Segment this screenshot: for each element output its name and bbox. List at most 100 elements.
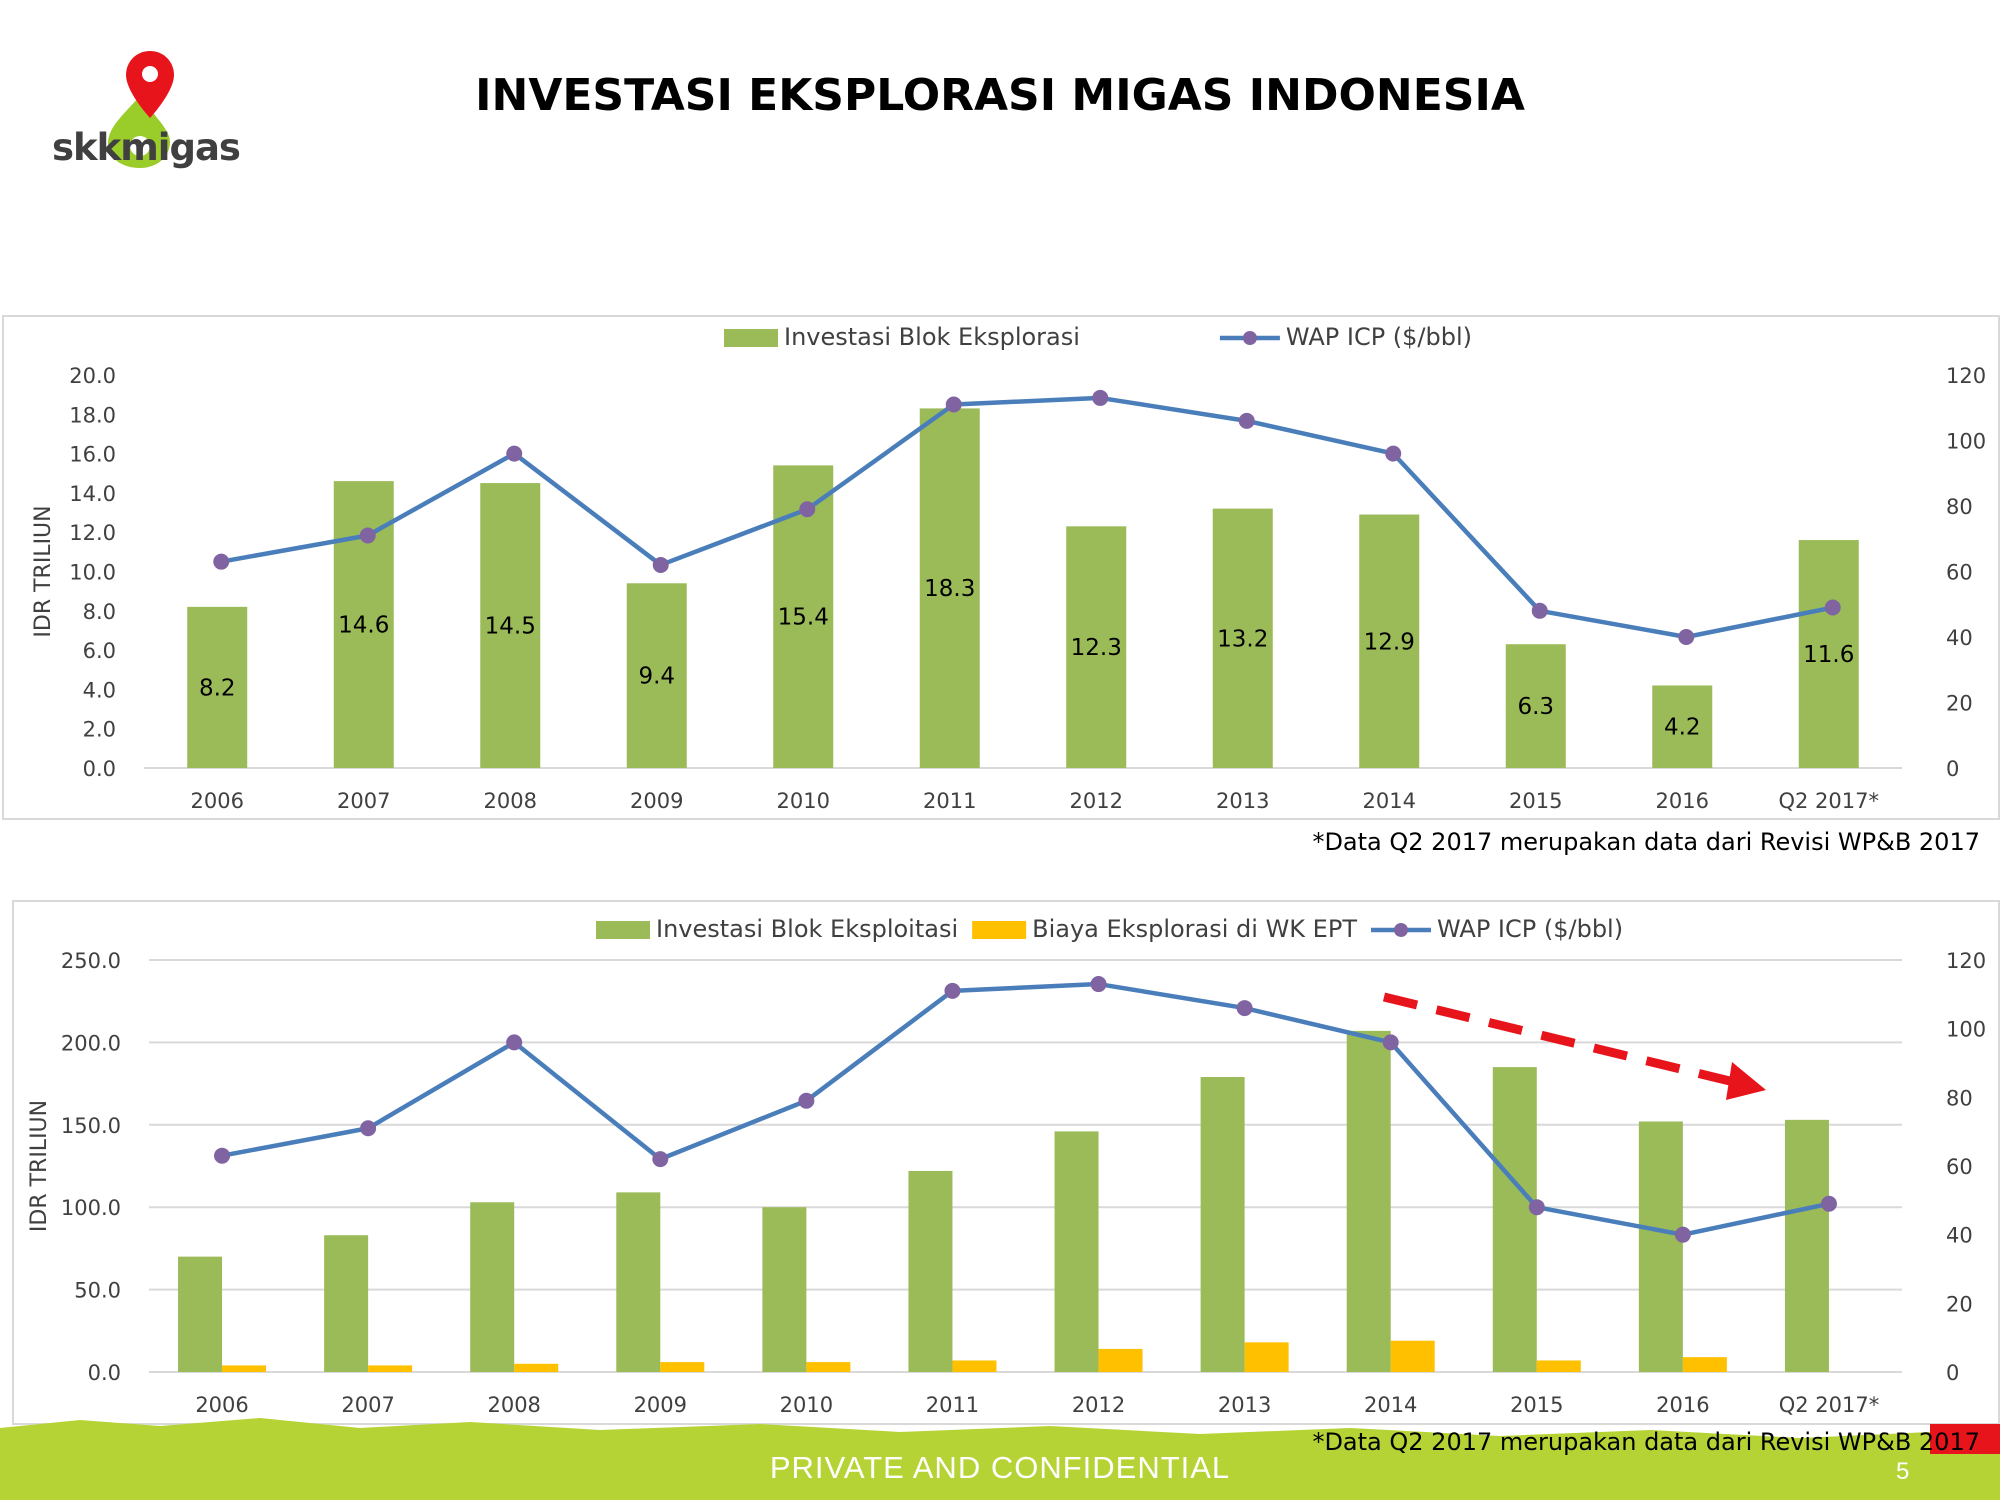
x-tick-label: 2014 [1363,789,1416,813]
line-point [652,556,669,573]
bar [1066,526,1127,768]
data-label: 18.3 [924,576,975,602]
line-point [213,553,230,570]
bar [324,1235,369,1372]
bar [908,1170,953,1372]
bar [187,606,248,768]
data-label: 9.4 [638,664,675,690]
legend-swatch [724,329,778,347]
bar [616,1192,661,1372]
logo-pin-shape [126,51,174,118]
chart1-footnote: *Data Q2 2017 merupakan data dari Revisi… [1312,828,1980,856]
bar [480,483,541,768]
trend-arrow-head [1726,1062,1766,1100]
data-label: 6.3 [1517,694,1554,720]
x-tick-label: Q2 2017* [1778,789,1879,813]
line-point [1531,602,1548,619]
y2-tick-label: 80 [1946,1086,1973,1110]
bar [1200,1077,1245,1372]
line-point [359,527,376,544]
line-point [360,1120,377,1137]
bar [1638,1121,1683,1372]
y-tick-label: 150.0 [61,1114,121,1138]
logo-drop-shape [108,96,170,168]
y-tick-label: 12.0 [69,521,116,545]
bar [1212,508,1273,768]
x-tick-label: 2008 [487,1393,540,1417]
y-tick-label: 0.0 [83,757,116,781]
y-tick-label: 100.0 [61,1196,121,1220]
y2-tick-label: 80 [1946,495,1973,519]
y-tick-label: 250.0 [61,949,121,973]
data-label: 14.6 [338,613,389,639]
y2-tick-label: 120 [1946,364,1986,388]
data-label: 14.5 [485,614,536,640]
x-tick-label: 2009 [634,1393,687,1417]
legend-swatch [972,921,1027,939]
line-point [944,982,961,999]
bar [762,1207,807,1372]
y2-tick-label: 20 [1946,1292,1973,1316]
bar [1652,685,1713,768]
x-tick-label: 2008 [484,789,537,813]
footer-confidential-label: PRIVATE AND CONFIDENTIAL [769,1450,1231,1485]
bar [1798,540,1859,768]
y2-tick-label: 60 [1946,1155,1973,1179]
chart1-svg: 0.0 2.0 4.0 6.0 8.0 10.0 12.0 14.0 16.0 18.0 20.0 0… [31,323,1986,813]
bar [1054,1131,1099,1372]
x-tick-label: 2015 [1509,789,1562,813]
data-label: 8.2 [199,675,236,701]
bar [1346,1030,1391,1372]
logo-wordmark: skkmigas [52,126,241,169]
x-tick-label: 2011 [923,789,976,813]
y-tick-label: 10.0 [69,561,116,585]
logo-pin-hole [142,66,158,82]
page-number: 5 [1896,1458,1910,1485]
skkmigas-logo [108,51,174,168]
y-axis-title: IDR TRILIUN [31,505,56,637]
bar [222,1365,267,1372]
line-point [945,396,962,413]
x-tick-label: 2010 [777,789,830,813]
y-tick-label: 4.0 [83,678,116,702]
y2-tick-label: 0 [1946,757,1959,781]
y2-tick-label: 60 [1946,561,1973,585]
bar [1359,514,1420,768]
bar [1682,1357,1727,1372]
line-point [1820,1195,1837,1212]
y2-tick-label: 20 [1946,692,1973,716]
line-series [221,981,1830,1237]
y-tick-label: 0.0 [88,1361,121,1385]
data-label: 13.2 [1217,626,1268,652]
y-tick-label: 6.0 [83,639,116,663]
y-tick-label: 8.0 [83,600,116,624]
line-series [220,395,1834,640]
x-tick-label: 2014 [1364,1393,1417,1417]
line-point [506,445,523,462]
data-label: 12.3 [1071,635,1122,661]
line-point [1674,1226,1691,1243]
x-tick-label: 2016 [1656,789,1709,813]
chart2-footnote: *Data Q2 2017 merupakan data dari Revisi… [1312,1428,1980,1456]
y-tick-label: 20.0 [69,364,116,388]
x-tick-label: Q2 2017* [1779,1393,1880,1417]
x-tick-label: 2012 [1070,789,1123,813]
chart2-svg: 0.0 50.0 100.0 150.0 200.0 250.0 0 20 40 60 80 100 1… [27,915,1986,1417]
y-tick-label: 18.0 [69,403,116,427]
bar [1784,1119,1829,1372]
line-point [1824,599,1841,616]
x-tick-label: 2009 [630,789,683,813]
bar [1505,644,1566,768]
y2-tick-label: 40 [1946,1224,1973,1248]
y-tick-label: 14.0 [69,482,116,506]
legend-label: Biaya Eksplorasi di WK EPT [1032,915,1357,943]
trend-arrow-shaft [1382,992,1736,1087]
x-tick-label: 2006 [191,789,244,813]
bar [660,1362,705,1372]
y2-tick-label: 120 [1946,949,1986,973]
legend-label: WAP ICP ($/bbl) [1286,323,1472,351]
line-point [1090,976,1107,993]
bar [470,1202,515,1372]
data-label: 15.4 [778,605,829,631]
x-tick-label: 2007 [337,789,390,813]
